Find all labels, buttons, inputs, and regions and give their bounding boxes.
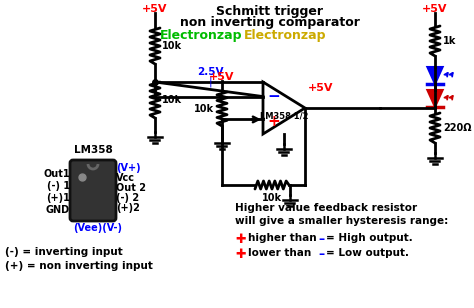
Text: 10k: 10k <box>262 193 282 203</box>
Text: +5V: +5V <box>209 72 235 82</box>
Text: (+) = non inverting input: (+) = non inverting input <box>5 261 153 271</box>
Text: (Vee)(V-): (Vee)(V-) <box>73 223 122 233</box>
Text: (+)2: (+)2 <box>116 203 140 213</box>
Text: 220Ω: 220Ω <box>443 123 472 133</box>
Text: +5V: +5V <box>308 83 334 93</box>
Text: = High output.: = High output. <box>326 233 413 243</box>
Text: non inverting comparator: non inverting comparator <box>180 16 360 29</box>
Text: –: – <box>318 248 324 261</box>
Text: (+)1: (+)1 <box>46 193 70 203</box>
Text: = Low output.: = Low output. <box>326 248 409 258</box>
Text: LM358: LM358 <box>73 145 112 155</box>
Text: −: − <box>267 89 280 104</box>
Text: +5V: +5V <box>422 4 448 14</box>
Text: lower than: lower than <box>248 248 311 258</box>
Text: +: + <box>267 114 280 129</box>
Text: GND: GND <box>46 205 70 215</box>
Text: –: – <box>318 233 324 246</box>
Text: |: | <box>208 77 212 87</box>
Text: (-) 2: (-) 2 <box>116 193 139 203</box>
Text: 10k: 10k <box>162 95 182 105</box>
Text: 1k: 1k <box>443 36 456 46</box>
Text: ✚: ✚ <box>235 248 246 261</box>
Text: (-) = inverting input: (-) = inverting input <box>5 247 123 257</box>
Text: Higher value feedback resistor: Higher value feedback resistor <box>235 203 417 213</box>
Text: (-) 1: (-) 1 <box>47 181 70 191</box>
Text: Out 2: Out 2 <box>116 183 146 193</box>
Text: Schmitt trigger: Schmitt trigger <box>217 5 323 18</box>
FancyBboxPatch shape <box>70 160 116 221</box>
Text: 2.5V: 2.5V <box>197 67 223 77</box>
Text: Electronzap: Electronzap <box>244 29 327 42</box>
Polygon shape <box>428 90 443 107</box>
Text: LM358 1/2: LM358 1/2 <box>260 111 308 120</box>
Polygon shape <box>428 67 443 84</box>
Text: 10k: 10k <box>162 41 182 51</box>
Text: Vcc: Vcc <box>116 173 135 183</box>
Text: Electronzap: Electronzap <box>159 29 242 42</box>
Text: Out1: Out1 <box>44 169 70 179</box>
Text: 10k: 10k <box>194 104 214 114</box>
Text: higher than: higher than <box>248 233 317 243</box>
Text: (V+): (V+) <box>116 163 141 173</box>
Text: ✚: ✚ <box>235 233 246 246</box>
Text: will give a smaller hysteresis range:: will give a smaller hysteresis range: <box>235 216 448 226</box>
Text: +5V: +5V <box>142 4 168 14</box>
